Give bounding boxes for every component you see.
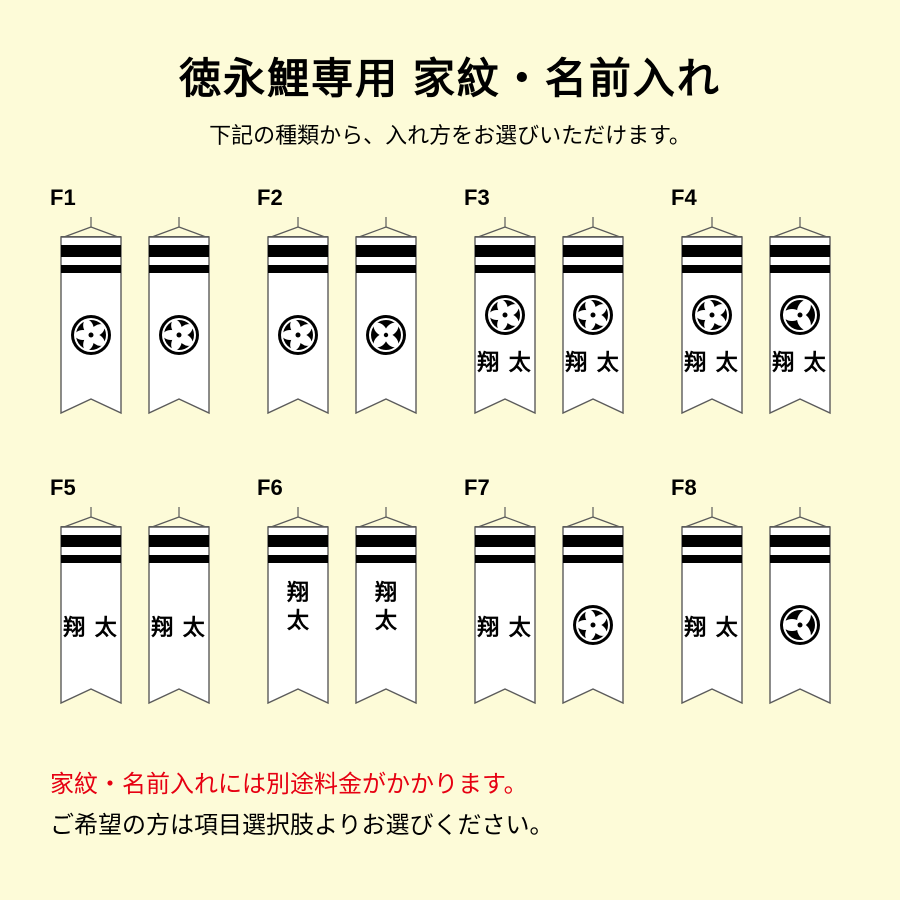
banner-icon: [257, 215, 339, 440]
svg-text:翔: 翔: [286, 580, 309, 605]
banner-pair: 翔 太: [464, 505, 643, 730]
option-f5: F5 翔 太 翔 太: [50, 475, 229, 730]
option-f6: F6 翔太 翔太: [257, 475, 436, 730]
footer-info: ご希望の方は項目選択肢よりお選びください。: [50, 806, 850, 847]
banner-pair: 翔 太: [671, 505, 850, 730]
banner-icon: 翔 太: [552, 215, 634, 440]
option-label: F2: [257, 185, 436, 211]
svg-text:翔: 翔: [374, 580, 397, 605]
options-grid: F1 F2: [50, 185, 850, 730]
banner-pair: 翔 太 翔 太: [50, 505, 229, 730]
option-label: F6: [257, 475, 436, 501]
banner-icon: 翔 太: [671, 505, 753, 730]
option-f4: F4 翔 太 翔 太: [671, 185, 850, 440]
infographic-container: 徳永鯉専用 家紋・名前入れ 下記の種類から、入れ方をお選びいただけます。 F1 …: [0, 0, 900, 877]
option-label: F4: [671, 185, 850, 211]
option-label: F7: [464, 475, 643, 501]
option-label: F3: [464, 185, 643, 211]
svg-text:翔 太: 翔 太: [150, 615, 207, 640]
svg-text:太: 太: [375, 608, 398, 633]
banner-icon: 翔太: [257, 505, 339, 730]
banner-icon: [345, 215, 427, 440]
svg-text:翔 太: 翔 太: [62, 615, 119, 640]
footer-warning: 家紋・名前入れには別途料金がかかります。: [50, 765, 850, 806]
banner-icon: 翔 太: [138, 505, 220, 730]
banner-icon: [50, 215, 132, 440]
option-label: F5: [50, 475, 229, 501]
banner-pair: 翔太 翔太: [257, 505, 436, 730]
banner-icon: 翔 太: [464, 505, 546, 730]
svg-text:翔 太: 翔 太: [564, 350, 621, 375]
option-f2: F2: [257, 185, 436, 440]
svg-text:翔 太: 翔 太: [771, 350, 828, 375]
option-f1: F1: [50, 185, 229, 440]
option-f3: F3 翔 太 翔 太: [464, 185, 643, 440]
banner-icon: [138, 215, 220, 440]
svg-text:翔 太: 翔 太: [683, 615, 740, 640]
banner-icon: 翔 太: [759, 215, 841, 440]
banner-icon: 翔 太: [464, 215, 546, 440]
banner-pair: [257, 215, 436, 440]
banner-icon: [759, 505, 841, 730]
banner-pair: 翔 太 翔 太: [464, 215, 643, 440]
option-f7: F7 翔 太: [464, 475, 643, 730]
banner-icon: 翔太: [345, 505, 427, 730]
page-subtitle: 下記の種類から、入れ方をお選びいただけます。: [50, 118, 850, 150]
footer: 家紋・名前入れには別途料金がかかります。 ご希望の方は項目選択肢よりお選びくださ…: [50, 765, 850, 847]
option-label: F1: [50, 185, 229, 211]
svg-text:太: 太: [287, 608, 310, 633]
option-label: F8: [671, 475, 850, 501]
banner-pair: 翔 太 翔 太: [671, 215, 850, 440]
svg-text:翔 太: 翔 太: [683, 350, 740, 375]
banner-icon: 翔 太: [50, 505, 132, 730]
page-title: 徳永鯉専用 家紋・名前入れ: [50, 45, 850, 106]
banner-icon: [552, 505, 634, 730]
svg-text:翔 太: 翔 太: [476, 350, 533, 375]
banner-pair: [50, 215, 229, 440]
svg-text:翔 太: 翔 太: [476, 615, 533, 640]
option-f8: F8 翔 太: [671, 475, 850, 730]
banner-icon: 翔 太: [671, 215, 753, 440]
